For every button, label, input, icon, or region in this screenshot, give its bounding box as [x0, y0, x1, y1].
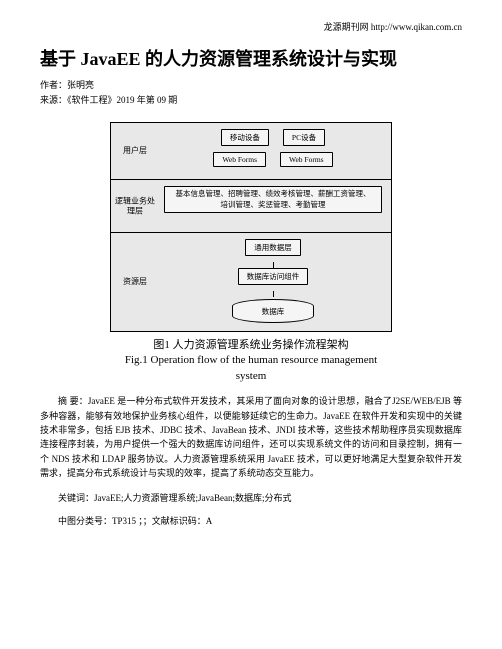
author-line: 作者：张明亮	[40, 78, 462, 91]
abstract: 摘 要：JavaEE 是一种分布式软件开发技术，其采用了面向对象的设计思想，融合…	[40, 394, 462, 480]
figure-1: 用户层 移动设备 PC设备 Web Forms Web Forms 逻辑业务处理…	[40, 122, 462, 382]
keywords: 关键词：JavaEE;人力资源管理系统;JavaBean;数据库;分布式	[40, 491, 462, 504]
classification: 中图分类号：TP315 ；；文献标识码：A	[40, 514, 462, 527]
box-mobile: 移动设备	[221, 129, 269, 146]
article-title: 基于 JavaEE 的人力资源管理系统设计与实现	[40, 47, 462, 72]
db-cylinder: 数据库	[232, 299, 314, 323]
layer-logic-label: 逻辑业务处理层	[115, 197, 155, 216]
figure-caption-cn: 图1 人力资源管理系统业务操作流程架构	[40, 336, 462, 352]
box-pc: PC设备	[283, 129, 325, 146]
site-url: 龙源期刊网 http://www.qikan.com.cn	[324, 22, 462, 32]
layer-resource-label: 资源层	[115, 277, 155, 287]
layer-logic: 逻辑业务处理层 基本信息管理、招聘管理、绩效考核管理、薪酬工资管理、 培训管理、…	[111, 179, 391, 232]
box-data-layer: 通用数据层	[245, 239, 301, 256]
layer-user-label: 用户层	[115, 146, 155, 156]
figure-caption-en-1: Fig.1 Operation flow of the human resour…	[40, 354, 462, 366]
layer-resource: 资源层 通用数据层 数据库访问组件 数据库	[111, 232, 391, 331]
header-source: 龙源期刊网 http://www.qikan.com.cn	[40, 20, 462, 33]
box-logic-modules: 基本信息管理、招聘管理、绩效考核管理、薪酬工资管理、 培训管理、奖惩管理、考勤管…	[164, 186, 382, 213]
box-webform-2: Web Forms	[280, 152, 333, 167]
source-line: 来源：《软件工程》2019 年第 09 期	[40, 93, 462, 106]
layer-user: 用户层 移动设备 PC设备 Web Forms Web Forms	[111, 123, 391, 179]
logic-line2: 培训管理、奖惩管理、考勤管理	[221, 200, 326, 209]
logic-line1: 基本信息管理、招聘管理、绩效考核管理、薪酬工资管理、	[176, 189, 371, 198]
box-db-access: 数据库访问组件	[238, 268, 309, 285]
figure-caption-en-2: system	[40, 370, 462, 382]
box-webform-1: Web Forms	[213, 152, 266, 167]
connector-2	[273, 291, 274, 297]
architecture-diagram: 用户层 移动设备 PC设备 Web Forms Web Forms 逻辑业务处理…	[110, 122, 392, 332]
